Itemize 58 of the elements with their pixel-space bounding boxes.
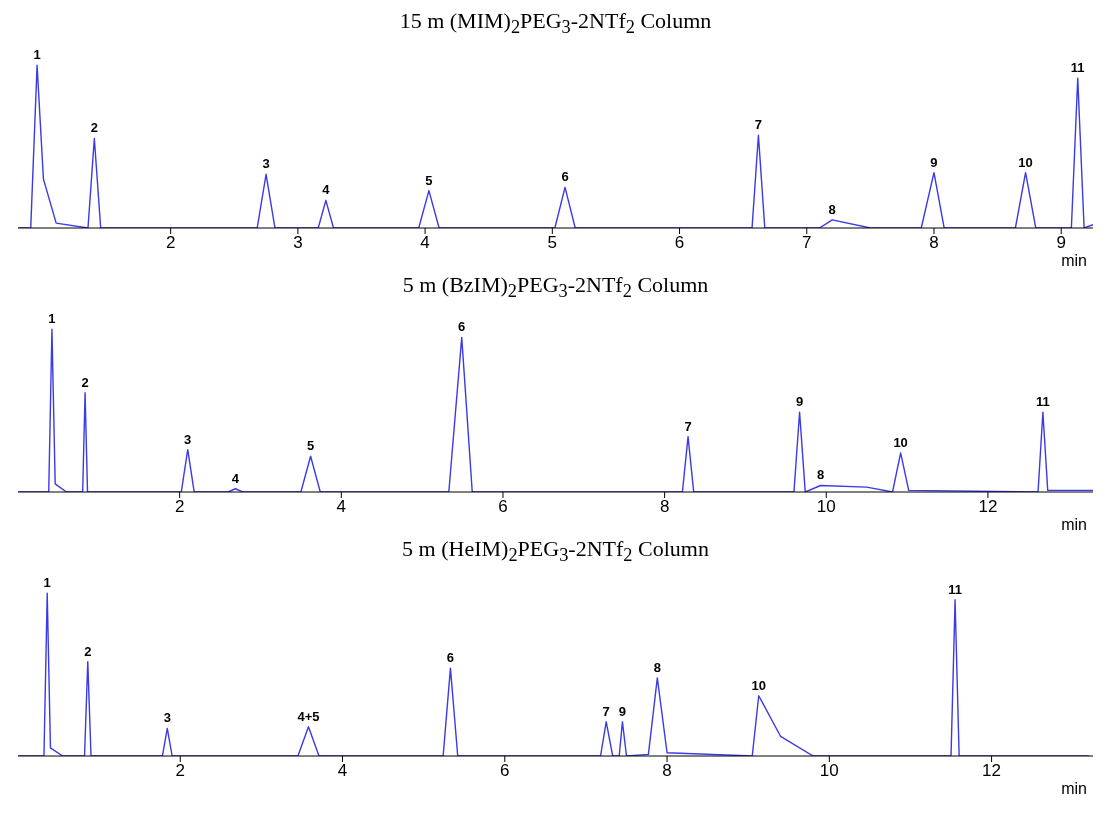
annotation: 3 bbox=[184, 431, 192, 447]
annotation: 8 bbox=[653, 659, 661, 675]
annotation: 7 bbox=[602, 703, 610, 719]
x-tick-label: 10 bbox=[816, 497, 836, 517]
annotation: 9 bbox=[618, 703, 627, 719]
annotation: 1 bbox=[33, 47, 41, 63]
annotation: 2 bbox=[84, 643, 92, 659]
annotation: 5 bbox=[306, 438, 315, 454]
x-tick-label: 12 bbox=[978, 497, 998, 517]
x-tick-label: 4 bbox=[337, 761, 348, 781]
x-tick-label: 8 bbox=[659, 497, 670, 517]
annotation: 6 bbox=[561, 169, 569, 185]
x-tick-label: 9 bbox=[1056, 233, 1066, 253]
x-tick-label: 4 bbox=[336, 497, 347, 517]
annotation: 10 bbox=[1018, 154, 1033, 170]
x-axis-title: min bbox=[1061, 516, 1087, 533]
annotation: 7 bbox=[684, 418, 692, 434]
annotation: 4+5 bbox=[297, 708, 320, 724]
annotation: 8 bbox=[817, 467, 825, 483]
annotation: 9 bbox=[795, 394, 804, 410]
annotation: 1 bbox=[48, 311, 56, 327]
annotation: 7 bbox=[754, 117, 763, 133]
annotation: 2 bbox=[90, 120, 98, 136]
chart-title: 5 m (BzIM)$_{2}$PEG$_{3}$-2NTf$_{2}$ Column bbox=[401, 272, 710, 302]
annotation: 3 bbox=[163, 710, 171, 726]
chart-title: 15 m (MIM)$_{2}$PEG$_{3}$-2NTf$_{2}$ Column bbox=[398, 8, 713, 38]
annotation: 10 bbox=[751, 677, 766, 693]
x-tick-label: 7 bbox=[802, 233, 812, 253]
annotation: 4 bbox=[322, 182, 331, 198]
annotation: 2 bbox=[81, 374, 89, 390]
annotation: 11 bbox=[948, 581, 962, 597]
x-axis-title: min bbox=[1061, 252, 1087, 269]
x-tick-label: 2 bbox=[175, 761, 185, 781]
chart-title: 5 m (HeIM)$_{2}$PEG$_{3}$-2NTf$_{2}$ Column bbox=[401, 536, 710, 566]
annotation: 6 bbox=[458, 319, 466, 335]
x-tick-label: 4 bbox=[420, 233, 430, 253]
annotation: 4 bbox=[231, 470, 240, 486]
annotation: 1 bbox=[43, 575, 51, 591]
x-tick-label: 2 bbox=[165, 233, 176, 253]
x-tick-label: 8 bbox=[662, 761, 672, 781]
annotation: 10 bbox=[893, 434, 908, 450]
x-tick-label: 10 bbox=[819, 761, 839, 781]
x-tick-label: 2 bbox=[174, 497, 185, 517]
annotation: 11 bbox=[1070, 60, 1085, 76]
annotation: 3 bbox=[262, 156, 270, 172]
annotation: 9 bbox=[930, 154, 938, 170]
annotation: 8 bbox=[828, 201, 836, 217]
x-tick-label: 6 bbox=[498, 497, 508, 517]
x-tick-label: 12 bbox=[982, 761, 1002, 781]
annotation: 6 bbox=[446, 650, 455, 666]
x-tick-label: 6 bbox=[674, 233, 685, 253]
x-tick-label: 3 bbox=[293, 233, 303, 253]
annotation: 5 bbox=[425, 172, 433, 188]
x-tick-label: 6 bbox=[500, 761, 510, 781]
x-axis-title: min bbox=[1061, 780, 1087, 797]
x-tick-label: 8 bbox=[929, 233, 939, 253]
x-tick-label: 5 bbox=[547, 233, 558, 253]
annotation: 11 bbox=[1036, 394, 1050, 410]
